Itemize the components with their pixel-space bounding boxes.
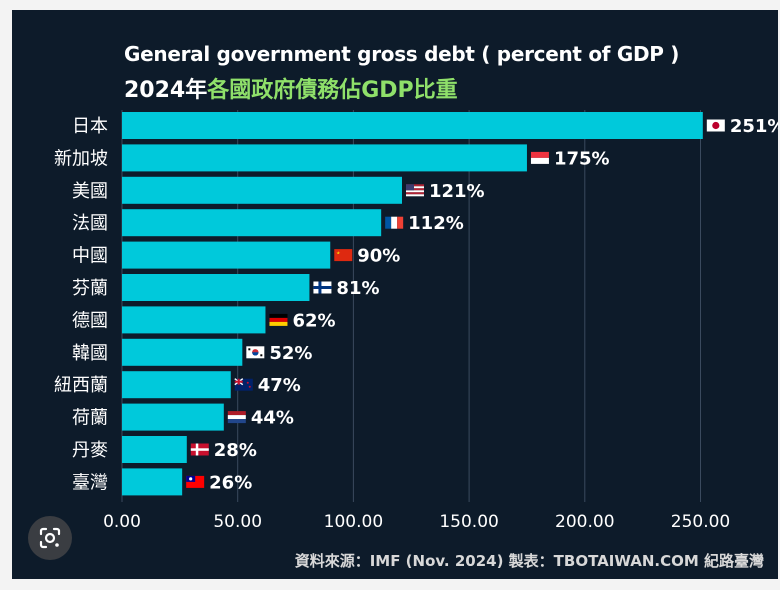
flag-france-icon [385,216,404,229]
bar [122,403,224,431]
flag-singapore-icon [530,151,549,164]
data-label: 26% [209,472,252,493]
bar [122,371,231,399]
category-label: 中國 [72,246,108,267]
category-label: 荷蘭 [72,408,108,429]
x-tick-label: 50.00 [213,512,262,532]
debt-bar-chart: 0.00 50.00 100.00 150.00 200.00 250.00 日本 251% 新… [54,110,778,532]
data-label: 28% [214,440,257,461]
data-label: 62% [292,310,335,331]
data-label: 90% [357,246,400,267]
bar [122,274,310,301]
category-label: 臺灣 [72,472,108,493]
flag-new-zealand-icon [234,378,253,391]
category-label: 芬蘭 [72,278,108,299]
chart-title-chinese: 2024年各國政府債務佔GDP比重 [124,72,458,104]
category-label: 法國 [72,213,108,234]
data-label: 47% [258,375,301,396]
data-label: 52% [269,343,312,364]
bar [122,306,266,334]
lens-search-button[interactable] [28,516,72,560]
chart-title-english: General government gross debt ( percent … [124,42,680,66]
chart-panel: General government gross debt ( percent … [12,10,778,579]
bar [122,468,183,496]
flag-finland-icon [313,281,332,294]
x-tick-label: 200.00 [555,512,614,532]
category-label: 德國 [72,310,108,331]
bar [122,209,382,237]
bar [122,436,187,463]
title-year: 2024年 [124,78,208,103]
flag-taiwan-icon [186,475,205,488]
category-label: 紐西蘭 [54,375,108,396]
bar [122,241,331,269]
data-label: 121% [429,181,485,202]
category-label: 美國 [72,181,108,202]
data-label: 44% [251,408,294,429]
source-footer: 資料來源：IMF (Nov. 2024) 製表：TBOTAIWAN.COM 紀路… [294,552,764,570]
flag-netherlands-icon [227,411,246,424]
data-label: 81% [336,278,379,299]
bar [122,338,243,366]
category-label: 韓國 [72,343,108,364]
bar [122,144,527,172]
data-label: 112% [408,213,464,234]
flag-denmark-icon [190,443,209,456]
flag-germany-icon [269,313,288,326]
data-label: 251% [730,116,778,137]
category-label: 日本 [72,116,108,137]
x-tick-label: 0.00 [103,512,141,532]
lens-icon [39,527,61,549]
flag-japan-icon [706,119,725,132]
x-tick-label: 100.00 [324,512,383,532]
bar [122,112,703,139]
data-label: 175% [554,148,610,169]
x-tick-label: 250.00 [671,512,730,532]
bar [122,176,402,204]
flag-china-icon [334,249,353,262]
flag-south-korea-icon [246,346,265,359]
title-highlight: 各國政府債務佔GDP比重 [207,78,458,103]
x-tick-label: 150.00 [439,512,498,532]
category-label: 新加坡 [54,148,108,169]
flag-usa-icon [405,184,424,197]
category-label: 丹麥 [72,440,108,461]
